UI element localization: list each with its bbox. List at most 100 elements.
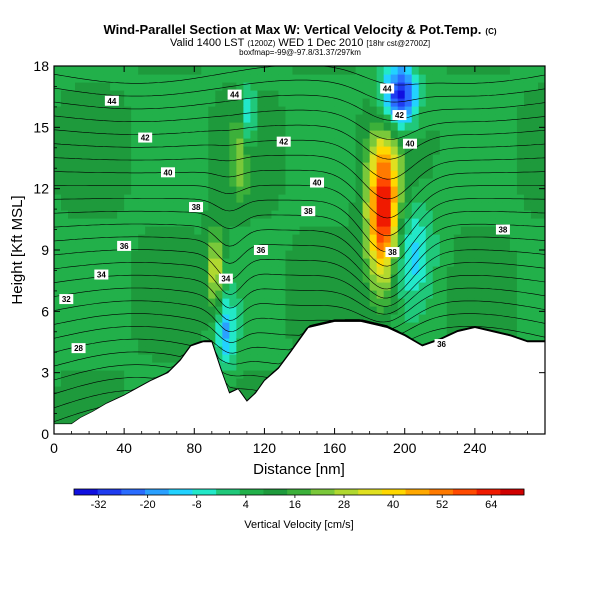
velocity-cell [187, 282, 195, 291]
velocity-cell [481, 202, 490, 211]
velocity-cell [257, 66, 266, 75]
velocity-cell [474, 250, 483, 259]
velocity-cell [537, 194, 545, 203]
velocity-cell [467, 226, 476, 235]
velocity-cell [355, 122, 364, 131]
velocity-cell [166, 354, 174, 363]
velocity-cell [390, 186, 399, 195]
velocity-cell [131, 98, 139, 107]
velocity-cell [152, 82, 160, 91]
velocity-cell [285, 114, 294, 123]
velocity-cell [418, 66, 427, 75]
velocity-cell [439, 258, 448, 267]
velocity-cell [96, 154, 104, 163]
velocity-cell [446, 250, 455, 259]
velocity-cell [292, 282, 301, 291]
velocity-cell [523, 226, 532, 235]
velocity-cell [68, 202, 76, 211]
velocity-cell [257, 234, 266, 243]
velocity-cell [537, 266, 545, 275]
velocity-cell [110, 290, 118, 299]
velocity-cell [411, 202, 420, 211]
velocity-cell [250, 162, 259, 171]
velocity-cell [474, 314, 483, 323]
velocity-cell [397, 306, 406, 315]
velocity-cell [313, 90, 322, 99]
velocity-cell [75, 338, 83, 347]
velocity-cell [278, 322, 287, 331]
velocity-cell [285, 306, 294, 315]
velocity-cell [68, 170, 76, 179]
velocity-cell [355, 66, 364, 75]
velocity-cell [89, 210, 97, 219]
velocity-cell [152, 106, 160, 115]
colorbar-swatch [358, 489, 383, 495]
velocity-cell [341, 82, 350, 91]
velocity-cell [530, 98, 539, 107]
velocity-cell [145, 290, 153, 299]
velocity-cell [530, 330, 539, 339]
velocity-cell [152, 322, 160, 331]
velocity-cell [271, 66, 280, 75]
velocity-cell [411, 122, 420, 131]
velocity-cell [516, 162, 525, 171]
velocity-cell [530, 274, 539, 283]
velocity-cell [425, 234, 434, 243]
velocity-cell [439, 290, 448, 299]
velocity-cell [208, 322, 216, 331]
velocity-cell [362, 138, 371, 147]
velocity-cell [103, 218, 111, 227]
velocity-cell [306, 314, 315, 323]
velocity-cell [348, 146, 357, 155]
velocity-cell [320, 274, 329, 283]
velocity-cell [488, 98, 497, 107]
velocity-cell [103, 162, 111, 171]
velocity-cell [145, 250, 153, 259]
velocity-cell [509, 194, 518, 203]
velocity-cell [180, 130, 188, 139]
velocity-cell [159, 290, 167, 299]
velocity-cell [236, 178, 244, 187]
velocity-cell [278, 170, 287, 179]
velocity-cell [390, 314, 399, 323]
velocity-cell [110, 234, 118, 243]
velocity-cell [229, 250, 237, 259]
velocity-cell [474, 282, 483, 291]
velocity-cell [180, 298, 188, 307]
velocity-cell [320, 242, 329, 251]
velocity-cell [180, 266, 188, 275]
colorbar-swatch [429, 489, 454, 495]
velocity-cell [299, 258, 308, 267]
velocity-cell [75, 274, 83, 283]
velocity-cell [432, 250, 441, 259]
theta-label: 34 [97, 271, 106, 280]
velocity-cell [75, 218, 83, 227]
velocity-cell [474, 186, 483, 195]
velocity-cell [208, 194, 216, 203]
velocity-cell [194, 178, 202, 187]
velocity-cell [411, 66, 420, 75]
velocity-cell [131, 106, 139, 115]
velocity-cell [159, 186, 167, 195]
velocity-cell [320, 66, 329, 75]
velocity-cell [96, 130, 104, 139]
velocity-cell [208, 250, 216, 259]
velocity-cell [474, 242, 483, 251]
velocity-cell [82, 66, 90, 75]
velocity-cell [173, 330, 181, 339]
velocity-cell [292, 266, 301, 275]
velocity-cell [362, 282, 371, 291]
velocity-cell [173, 82, 181, 91]
velocity-cell [404, 290, 413, 299]
velocity-cell [243, 202, 251, 211]
velocity-cell [502, 170, 511, 179]
velocity-cell [166, 146, 174, 155]
velocity-cell [411, 298, 420, 307]
velocity-cell [404, 218, 413, 227]
velocity-cell [516, 210, 525, 219]
velocity-cell [159, 354, 167, 363]
velocity-cell [348, 234, 357, 243]
velocity-cell [530, 74, 539, 83]
velocity-cell [215, 314, 223, 323]
